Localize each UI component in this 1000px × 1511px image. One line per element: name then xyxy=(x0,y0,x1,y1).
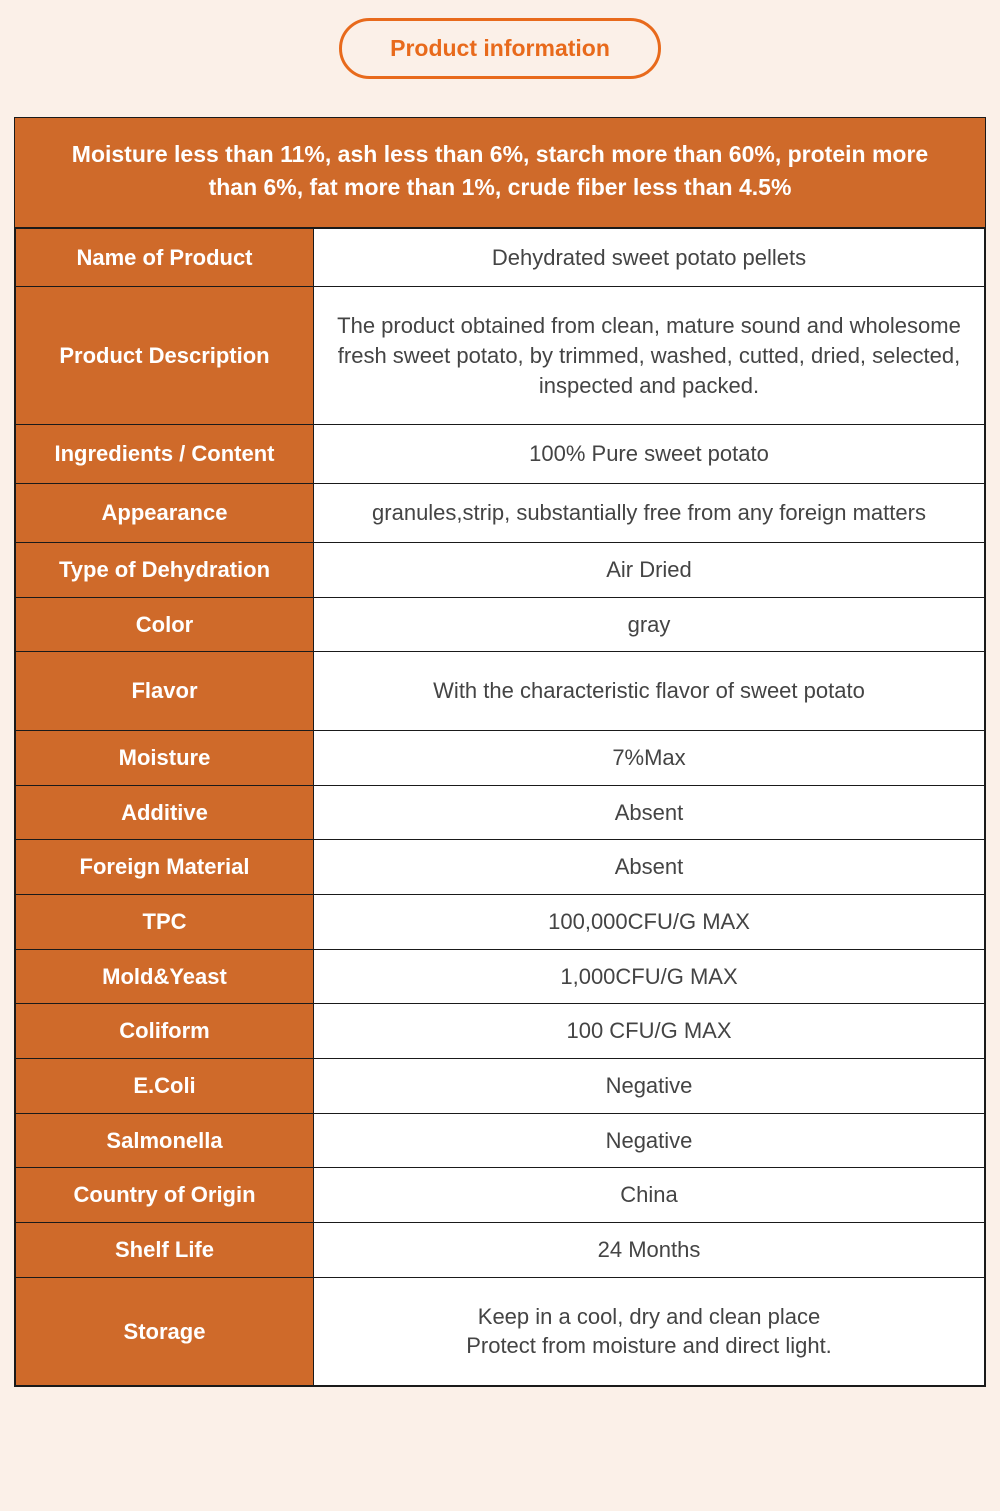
row-label: Name of Product xyxy=(16,228,314,287)
header: Product information xyxy=(0,18,1000,79)
row-label: Coliform xyxy=(16,1004,314,1059)
spec-table: Name of Product Dehydrated sweet potato … xyxy=(15,228,985,1386)
table-row: TPC 100,000CFU/G MAX xyxy=(16,894,985,949)
row-value: China xyxy=(314,1168,985,1223)
table-row: Ingredients / Content 100% Pure sweet po… xyxy=(16,425,985,484)
table-row: Shelf Life 24 Months xyxy=(16,1223,985,1278)
table-row: Storage Keep in a cool, dry and clean pl… xyxy=(16,1277,985,1385)
row-value: Air Dried xyxy=(314,542,985,597)
row-value: 7%Max xyxy=(314,730,985,785)
table-row: Coliform 100 CFU/G MAX xyxy=(16,1004,985,1059)
row-value: Keep in a cool, dry and clean placeProte… xyxy=(314,1277,985,1385)
product-info-table: Moisture less than 11%, ash less than 6%… xyxy=(14,117,986,1387)
row-label: Moisture xyxy=(16,730,314,785)
row-value: 100 CFU/G MAX xyxy=(314,1004,985,1059)
row-value: Absent xyxy=(314,785,985,840)
row-value: 100,000CFU/G MAX xyxy=(314,894,985,949)
table-row: Moisture 7%Max xyxy=(16,730,985,785)
row-value: Negative xyxy=(314,1059,985,1114)
table-row: Mold&Yeast 1,000CFU/G MAX xyxy=(16,949,985,1004)
row-label: Type of Dehydration xyxy=(16,542,314,597)
table-row: Product Description The product obtained… xyxy=(16,287,985,425)
row-label: Appearance xyxy=(16,484,314,543)
spec-summary-banner: Moisture less than 11%, ash less than 6%… xyxy=(15,118,985,228)
table-row: Appearance granules,strip, substantially… xyxy=(16,484,985,543)
row-value: granules,strip, substantially free from … xyxy=(314,484,985,543)
row-label: Shelf Life xyxy=(16,1223,314,1278)
row-label: Additive xyxy=(16,785,314,840)
table-row: Name of Product Dehydrated sweet potato … xyxy=(16,228,985,287)
table-row: Salmonella Negative xyxy=(16,1113,985,1168)
row-label: Salmonella xyxy=(16,1113,314,1168)
row-value: Dehydrated sweet potato pellets xyxy=(314,228,985,287)
table-row: Additive Absent xyxy=(16,785,985,840)
table-row: Color gray xyxy=(16,597,985,652)
row-label: Storage xyxy=(16,1277,314,1385)
row-label: Flavor xyxy=(16,652,314,731)
row-value: Absent xyxy=(314,840,985,895)
row-label: Foreign Material xyxy=(16,840,314,895)
table-row: Flavor With the characteristic flavor of… xyxy=(16,652,985,731)
row-value: 100% Pure sweet potato xyxy=(314,425,985,484)
row-label: Product Description xyxy=(16,287,314,425)
row-label: Ingredients / Content xyxy=(16,425,314,484)
table-row: Type of Dehydration Air Dried xyxy=(16,542,985,597)
row-label: TPC xyxy=(16,894,314,949)
table-row: Country of Origin China xyxy=(16,1168,985,1223)
table-row: Foreign Material Absent xyxy=(16,840,985,895)
row-value: With the characteristic flavor of sweet … xyxy=(314,652,985,731)
row-value: 1,000CFU/G MAX xyxy=(314,949,985,1004)
row-value: gray xyxy=(314,597,985,652)
table-row: E.Coli Negative xyxy=(16,1059,985,1114)
row-label: Country of Origin xyxy=(16,1168,314,1223)
page-title: Product information xyxy=(339,18,661,79)
row-label: E.Coli xyxy=(16,1059,314,1114)
row-label: Color xyxy=(16,597,314,652)
row-label: Mold&Yeast xyxy=(16,949,314,1004)
row-value: Negative xyxy=(314,1113,985,1168)
row-value: 24 Months xyxy=(314,1223,985,1278)
row-value: The product obtained from clean, mature … xyxy=(314,287,985,425)
